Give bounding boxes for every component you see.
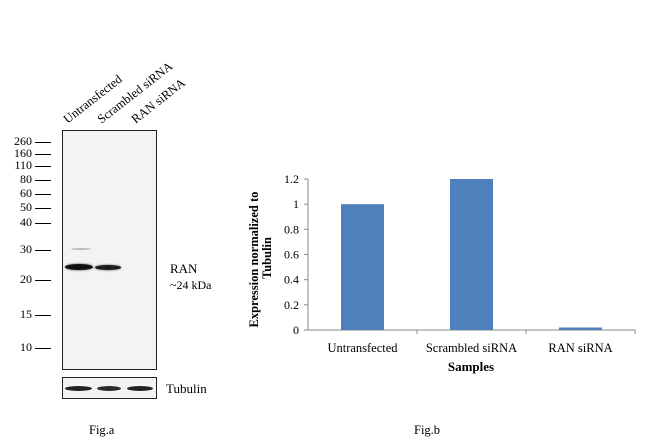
mw-tick-160	[35, 154, 51, 156]
chart-x-axis-title: Samples	[448, 359, 494, 374]
bar	[450, 179, 493, 330]
y-tick-label: 0.6	[284, 248, 299, 262]
y-tick-label: 0.4	[284, 273, 299, 287]
x-category-label: RAN siRNA	[548, 341, 612, 355]
mw-tick-10	[35, 348, 51, 350]
mw-tick-15	[35, 315, 51, 317]
bar	[341, 204, 384, 330]
mw-tick-40	[35, 223, 51, 225]
y-tick-label: 0	[293, 323, 299, 337]
ran-protein-size: ~24 kDa	[170, 278, 212, 292]
mw-tick-80	[35, 180, 51, 182]
mw-marker-15: 15	[20, 307, 32, 321]
mw-tick-110	[35, 166, 51, 168]
mw-marker-260: 260	[14, 134, 32, 148]
tubulin-band-untransfected	[65, 386, 92, 391]
ran-blot-membrane	[62, 130, 157, 370]
mw-tick-50	[35, 208, 51, 210]
bar	[559, 327, 602, 330]
x-category-label: Scrambled siRNA	[426, 341, 517, 355]
mw-tick-20	[35, 280, 51, 282]
tubulin-label: Tubulin	[166, 381, 207, 396]
mw-marker-50: 50	[20, 200, 32, 214]
y-tick-label: 1	[293, 197, 299, 211]
tubulin-blot-membrane	[62, 377, 157, 399]
ran-band-scrambled-sirna	[95, 265, 121, 270]
mw-tick-30	[35, 250, 51, 252]
mw-marker-110: 110	[14, 158, 32, 172]
chart-categories: Untransfected Scrambled siRNA RAN siRNA	[327, 341, 612, 355]
mw-marker-30: 30	[20, 242, 32, 256]
mw-tick-260	[35, 142, 51, 144]
faint-band-untransfected	[71, 248, 91, 250]
chart-ticks: 0 0.2 0.4 0.6 0.8 1 1.2	[284, 172, 636, 337]
mw-marker-80: 80	[20, 172, 32, 186]
fig-b-caption: Fig.b	[414, 423, 441, 437]
mw-marker-40: 40	[20, 215, 32, 229]
y-tick-label: 0.8	[284, 222, 299, 236]
chart-bars	[341, 179, 602, 330]
mw-tick-60	[35, 194, 51, 196]
mw-marker-20: 20	[20, 272, 32, 286]
mw-marker-10: 10	[20, 340, 32, 354]
chart-y-axis-title: Expression normalized to Tubulin	[247, 188, 274, 327]
ran-band-untransfected	[65, 264, 93, 270]
x-category-label: Untransfected	[327, 341, 398, 355]
y-tick-label: 0.2	[284, 298, 299, 312]
mw-marker-60: 60	[20, 186, 32, 200]
tubulin-band-ran-sirna	[127, 386, 153, 391]
fig-a-caption: Fig.a	[89, 423, 115, 437]
y-tick-label: 1.2	[284, 172, 299, 186]
tubulin-band-scrambled-sirna	[97, 386, 121, 391]
ran-protein-label: RAN	[170, 261, 198, 276]
mw-marker-160: 160	[14, 146, 32, 160]
